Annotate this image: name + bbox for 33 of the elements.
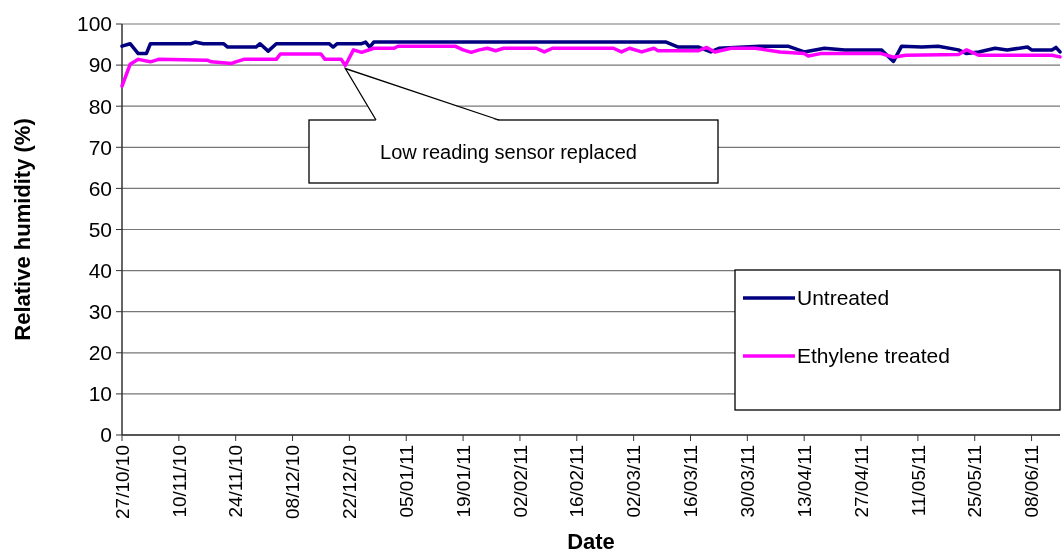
x-tick-label: 08/12/10 xyxy=(282,445,304,519)
x-tick-label: 27/04/11 xyxy=(850,445,872,518)
x-tick-label: 16/02/11 xyxy=(566,445,588,518)
legend-label: Ethylene treated xyxy=(797,344,950,368)
y-tick-label: 30 xyxy=(88,300,112,324)
x-tick-label: 05/01/11 xyxy=(395,445,417,518)
x-tick-label: 22/12/10 xyxy=(339,445,361,519)
x-tick-label: 10/11/10 xyxy=(168,445,190,518)
legend-label: Untreated xyxy=(797,286,890,310)
y-tick-label: 20 xyxy=(88,341,112,365)
y-tick-label: 90 xyxy=(88,53,112,77)
y-tick-label: 70 xyxy=(88,135,112,159)
y-tick-label: 40 xyxy=(88,258,112,282)
y-tick-label: 0 xyxy=(100,423,112,447)
y-axis-title: Relative humidity (%) xyxy=(10,118,35,341)
x-tick-label: 30/03/11 xyxy=(736,445,758,518)
x-tick-label: 11/05/11 xyxy=(907,445,929,517)
x-tick-label: 27/10/10 xyxy=(111,445,133,519)
x-tick-label: 02/02/11 xyxy=(509,445,531,518)
y-tick-label: 10 xyxy=(88,382,112,406)
x-tick-label: 25/05/11 xyxy=(964,445,986,518)
annotation: Low reading sensor replaced xyxy=(380,140,637,163)
x-tick-label: 02/03/11 xyxy=(623,445,645,518)
y-tick-label: 80 xyxy=(88,94,112,118)
y-tick-label: 50 xyxy=(88,217,112,241)
y-tick-label: 100 xyxy=(76,12,112,36)
x-tick-label: 13/04/11 xyxy=(793,445,815,518)
y-tick-label: 60 xyxy=(88,176,112,200)
x-axis-title: Date xyxy=(567,529,615,554)
x-tick-label: 16/03/11 xyxy=(680,445,702,518)
x-tick-label: 19/01/11 xyxy=(452,445,474,518)
x-tick-label: 24/11/10 xyxy=(225,445,247,518)
x-tick-label: 08/06/11 xyxy=(1021,445,1043,518)
